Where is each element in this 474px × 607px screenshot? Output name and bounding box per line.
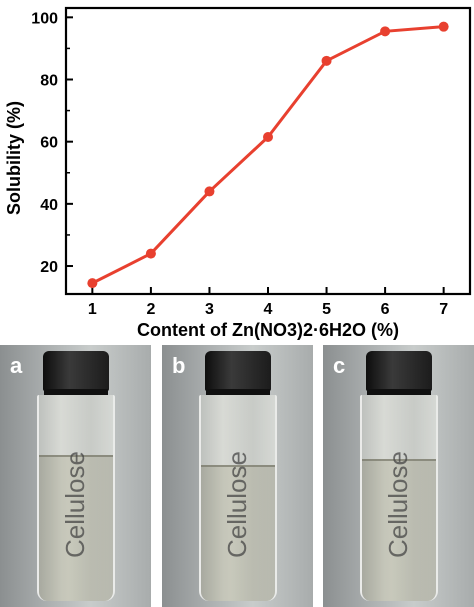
y-axis-ticks: 20 40 60 80 100 [31,10,73,276]
data-point [438,21,449,32]
x-tick-label: 5 [322,301,331,318]
y-tick-label: 100 [31,10,58,27]
x-tick-label: 6 [381,301,390,318]
y-tick-label: 80 [40,73,58,90]
data-point [204,186,215,197]
y-tick-label: 40 [40,197,58,214]
x-axis-label: Content of Zn(NO3)2·6H2O (%) [137,320,399,340]
x-tick-label: 2 [146,301,155,318]
vial-photos: Cellulose a Cellulose b Cellulose c [0,345,474,607]
vial-image: Cellulose [323,345,474,607]
solubility-chart: 20 40 60 80 100 1 2 3 4 5 6 7 Solubility (%) Conte… [4,6,472,340]
panel-label-b: b [172,353,186,378]
x-tick-label: 7 [439,301,448,318]
plot-area [87,21,449,289]
vial-image: Cellulose [0,345,151,607]
chart-axes [64,6,472,296]
plot-frame [64,6,472,296]
panel-label-c: c [333,353,346,378]
x-tick-label: 4 [264,301,273,318]
data-point [380,26,391,37]
x-tick-label: 3 [205,301,214,318]
data-point [321,55,332,66]
series-line [91,25,444,285]
panel-label-a: a [10,353,23,378]
photo-panel-c: Cellulose c [323,345,474,607]
x-axis-ticks: 1 2 3 4 5 6 7 [88,287,448,318]
x-tick-label: 1 [88,301,97,318]
y-tick-label: 60 [40,135,58,152]
data-point [263,132,273,143]
y-tick-label: 20 [40,259,58,276]
data-point [145,248,156,259]
y-axis-label: Solubility (%) [4,101,24,215]
photo-panel-a: Cellulose a [0,345,151,607]
vial-label-text: Cellulose [221,451,252,558]
vial-label-text: Cellulose [59,451,90,558]
data-point [87,278,98,289]
vial-label-text: Cellulose [382,451,413,558]
photo-panel-b: Cellulose b [162,345,313,607]
vial-image: Cellulose [162,345,313,607]
